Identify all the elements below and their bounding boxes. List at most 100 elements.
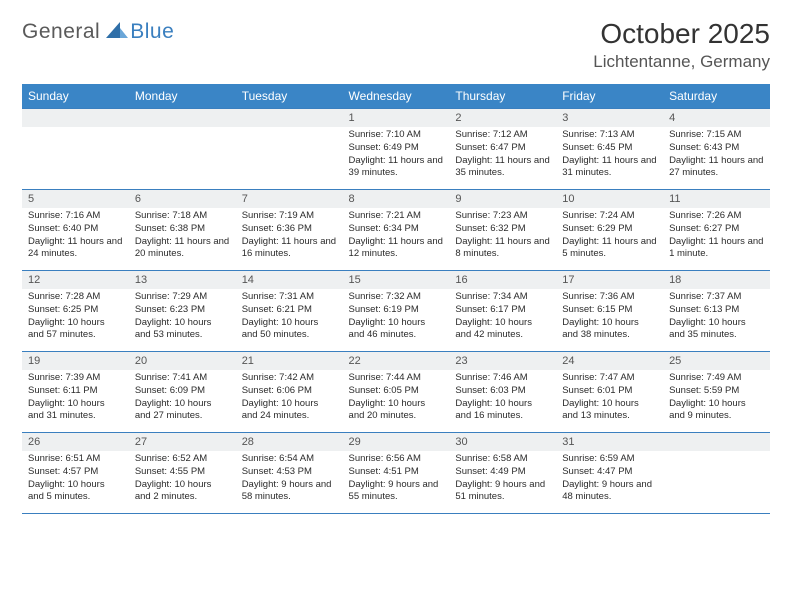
day-number: 4 (663, 109, 770, 127)
day-number-empty (236, 109, 343, 127)
day-body-empty (663, 451, 770, 513)
daylight-line: Daylight: 9 hours and 51 minutes. (455, 479, 550, 505)
calendar-cell: 1Sunrise: 7:10 AMSunset: 6:49 PMDaylight… (343, 109, 450, 190)
calendar-head: SundayMondayTuesdayWednesdayThursdayFrid… (22, 84, 770, 109)
daylight-line: Daylight: 10 hours and 13 minutes. (562, 398, 657, 424)
calendar-cell: 14Sunrise: 7:31 AMSunset: 6:21 PMDayligh… (236, 271, 343, 352)
sunrise-line: Sunrise: 7:19 AM (242, 210, 337, 223)
brand-logo: General Blue (22, 20, 174, 44)
calendar-body: 1Sunrise: 7:10 AMSunset: 6:49 PMDaylight… (22, 109, 770, 514)
day-number: 26 (22, 433, 129, 451)
day-number-empty (22, 109, 129, 127)
day-body: Sunrise: 7:26 AMSunset: 6:27 PMDaylight:… (663, 208, 770, 270)
sunrise-line: Sunrise: 7:21 AM (349, 210, 444, 223)
daylight-line: Daylight: 11 hours and 20 minutes. (135, 236, 230, 262)
day-header: Tuesday (236, 84, 343, 109)
day-number-empty (129, 109, 236, 127)
calendar-cell: 8Sunrise: 7:21 AMSunset: 6:34 PMDaylight… (343, 190, 450, 271)
day-header: Friday (556, 84, 663, 109)
day-body: Sunrise: 7:49 AMSunset: 5:59 PMDaylight:… (663, 370, 770, 432)
sunset-line: Sunset: 4:51 PM (349, 466, 444, 479)
sunrise-line: Sunrise: 7:44 AM (349, 372, 444, 385)
sunrise-line: Sunrise: 7:39 AM (28, 372, 123, 385)
day-number: 13 (129, 271, 236, 289)
calendar-cell: 30Sunrise: 6:58 AMSunset: 4:49 PMDayligh… (449, 433, 556, 514)
day-body: Sunrise: 7:10 AMSunset: 6:49 PMDaylight:… (343, 127, 450, 189)
day-body: Sunrise: 7:47 AMSunset: 6:01 PMDaylight:… (556, 370, 663, 432)
sunset-line: Sunset: 6:21 PM (242, 304, 337, 317)
sunrise-line: Sunrise: 6:54 AM (242, 453, 337, 466)
page-title: October 2025 (593, 18, 770, 50)
daylight-line: Daylight: 10 hours and 38 minutes. (562, 317, 657, 343)
sunrise-line: Sunrise: 7:42 AM (242, 372, 337, 385)
day-body: Sunrise: 7:46 AMSunset: 6:03 PMDaylight:… (449, 370, 556, 432)
day-number-empty (663, 433, 770, 451)
day-header: Thursday (449, 84, 556, 109)
sunrise-line: Sunrise: 6:51 AM (28, 453, 123, 466)
day-number: 31 (556, 433, 663, 451)
sunset-line: Sunset: 4:53 PM (242, 466, 337, 479)
sunrise-line: Sunrise: 6:59 AM (562, 453, 657, 466)
calendar-cell: 22Sunrise: 7:44 AMSunset: 6:05 PMDayligh… (343, 352, 450, 433)
daylight-line: Daylight: 11 hours and 31 minutes. (562, 155, 657, 181)
sunrise-line: Sunrise: 7:12 AM (455, 129, 550, 142)
calendar-cell: 4Sunrise: 7:15 AMSunset: 6:43 PMDaylight… (663, 109, 770, 190)
day-number: 11 (663, 190, 770, 208)
day-body: Sunrise: 6:52 AMSunset: 4:55 PMDaylight:… (129, 451, 236, 513)
day-body: Sunrise: 6:54 AMSunset: 4:53 PMDaylight:… (236, 451, 343, 513)
page-subtitle: Lichtentanne, Germany (593, 52, 770, 72)
sunrise-line: Sunrise: 7:13 AM (562, 129, 657, 142)
calendar-week: 1Sunrise: 7:10 AMSunset: 6:49 PMDaylight… (22, 109, 770, 190)
daylight-line: Daylight: 11 hours and 39 minutes. (349, 155, 444, 181)
sunset-line: Sunset: 4:55 PM (135, 466, 230, 479)
daylight-line: Daylight: 10 hours and 53 minutes. (135, 317, 230, 343)
sunrise-line: Sunrise: 7:18 AM (135, 210, 230, 223)
day-number: 5 (22, 190, 129, 208)
day-number: 15 (343, 271, 450, 289)
daylight-line: Daylight: 11 hours and 1 minute. (669, 236, 764, 262)
calendar-cell: 25Sunrise: 7:49 AMSunset: 5:59 PMDayligh… (663, 352, 770, 433)
day-number: 24 (556, 352, 663, 370)
calendar-cell: 20Sunrise: 7:41 AMSunset: 6:09 PMDayligh… (129, 352, 236, 433)
calendar-cell (129, 109, 236, 190)
daylight-line: Daylight: 11 hours and 16 minutes. (242, 236, 337, 262)
day-body-empty (129, 127, 236, 189)
sunrise-line: Sunrise: 7:46 AM (455, 372, 550, 385)
calendar-cell: 31Sunrise: 6:59 AMSunset: 4:47 PMDayligh… (556, 433, 663, 514)
day-number: 23 (449, 352, 556, 370)
calendar-cell: 6 Sunrise: 7:18 AMSunset: 6:38 PMDaylight… (129, 190, 236, 271)
brand-part1: General (22, 20, 100, 44)
day-body: Sunrise: 6:56 AMSunset: 4:51 PMDaylight:… (343, 451, 450, 513)
day-number: 30 (449, 433, 556, 451)
sunset-line: Sunset: 6:38 PM (135, 223, 230, 236)
sunset-line: Sunset: 6:43 PM (669, 142, 764, 155)
calendar-cell: 10Sunrise: 7:24 AMSunset: 6:29 PMDayligh… (556, 190, 663, 271)
daylight-line: Daylight: 10 hours and 5 minutes. (28, 479, 123, 505)
day-body: Sunrise: 7:29 AMSunset: 6:23 PMDaylight:… (129, 289, 236, 351)
day-number: 18 (663, 271, 770, 289)
day-number: 6 (129, 190, 236, 208)
calendar-cell: 7Sunrise: 7:19 AMSunset: 6:36 PMDaylight… (236, 190, 343, 271)
day-number: 2 (449, 109, 556, 127)
day-number: 12 (22, 271, 129, 289)
day-body: Sunrise: 7:12 AMSunset: 6:47 PMDaylight:… (449, 127, 556, 189)
day-number: 14 (236, 271, 343, 289)
daylight-line: Daylight: 9 hours and 48 minutes. (562, 479, 657, 505)
sunset-line: Sunset: 6:25 PM (28, 304, 123, 317)
daylight-line: Daylight: 10 hours and 16 minutes. (455, 398, 550, 424)
day-number: 22 (343, 352, 450, 370)
daylight-line: Daylight: 10 hours and 50 minutes. (242, 317, 337, 343)
sunset-line: Sunset: 6:45 PM (562, 142, 657, 155)
calendar-cell: 3Sunrise: 7:13 AMSunset: 6:45 PMDaylight… (556, 109, 663, 190)
sunset-line: Sunset: 6:23 PM (135, 304, 230, 317)
day-number: 19 (22, 352, 129, 370)
sunrise-line: Sunrise: 7:32 AM (349, 291, 444, 304)
title-block: October 2025 Lichtentanne, Germany (593, 18, 770, 72)
sunrise-line: Sunrise: 7:29 AM (135, 291, 230, 304)
calendar-cell: 9Sunrise: 7:23 AMSunset: 6:32 PMDaylight… (449, 190, 556, 271)
sunrise-line: Sunrise: 7:15 AM (669, 129, 764, 142)
daylight-line: Daylight: 10 hours and 46 minutes. (349, 317, 444, 343)
day-body: Sunrise: 7:28 AMSunset: 6:25 PMDaylight:… (22, 289, 129, 351)
day-body: Sunrise: 7:41 AMSunset: 6:09 PMDaylight:… (129, 370, 236, 432)
sunrise-line: Sunrise: 7:34 AM (455, 291, 550, 304)
